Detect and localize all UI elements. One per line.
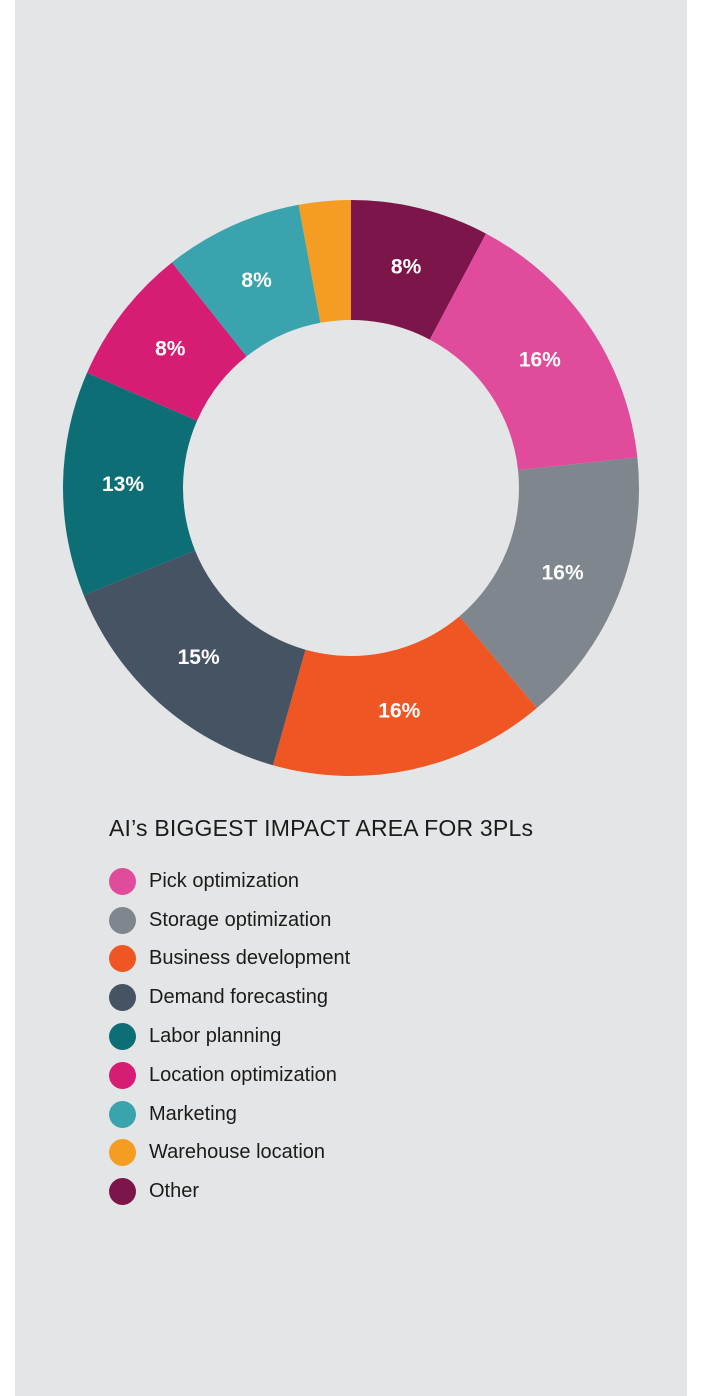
chart-legend: Pick optimization Storage optimization Bus… [109,862,350,1211]
legend-swatch [109,1061,136,1089]
legend-swatch [109,906,136,934]
data-label-location-optimization: 8% [155,337,186,360]
legend-swatch [109,867,136,895]
legend-label: Business development [149,947,351,970]
slice-storage-optimization [459,457,639,708]
legend-label: Pick optimization [149,869,300,892]
slice-location-optimization [87,262,247,421]
legend-label: Marketing [149,1102,237,1125]
legend-item-other: Other [109,1172,350,1211]
legend-label: Warehouse location [149,1141,326,1164]
legend-item-storage-optimization: Storage optimization [109,901,350,940]
legend-swatch [109,1139,136,1167]
data-label-pick-optimization: 16% [519,349,561,372]
legend-label: Labor planning [149,1025,282,1048]
slice-labor-planning [62,372,198,596]
legend-label: Other [149,1180,200,1203]
legend-item-location-optimization: Location optimization [109,1056,350,1095]
legend-label: Demand forecasting [149,986,328,1009]
slice-business-development [272,616,537,777]
legend-swatch [109,945,136,973]
legend-label: Location optimization [149,1063,337,1086]
legend-swatch [109,1100,136,1128]
chart-title: AI’s BIGGEST IMPACT AREA FOR 3PLs [109,815,534,841]
donut-chart: 8% 16% 16% 16% 15% 13% 8% 8% [62,200,639,777]
data-label-business-development: 16% [378,699,420,722]
slice-warehouse-location [298,200,351,323]
legend-item-marketing: Marketing [109,1095,350,1134]
data-label-marketing: 8% [241,269,272,292]
legend-swatch [109,1023,136,1051]
chart-panel: 8% 16% 16% 16% 15% 13% 8% 8% AI’s BIGGEST IMPAC… [15,0,687,1396]
data-label-storage-optimization: 16% [542,561,584,584]
legend-label: Storage optimization [149,908,332,931]
data-label-other: 8% [391,255,422,278]
slice-other [351,200,487,340]
slice-pick-optimization [429,233,638,471]
legend-item-business-development: Business development [109,940,350,979]
legend-item-labor-planning: Labor planning [109,1017,350,1056]
legend-swatch [109,984,136,1012]
legend-swatch [109,1178,136,1206]
data-label-demand-forecasting: 15% [178,646,220,669]
data-label-labor-planning: 13% [102,473,144,496]
legend-item-pick-optimization: Pick optimization [109,862,350,901]
legend-item-demand-forecasting: Demand forecasting [109,978,350,1017]
slice-demand-forecasting [83,550,306,766]
slice-marketing [171,204,321,357]
legend-item-warehouse-location: Warehouse location [109,1134,350,1173]
